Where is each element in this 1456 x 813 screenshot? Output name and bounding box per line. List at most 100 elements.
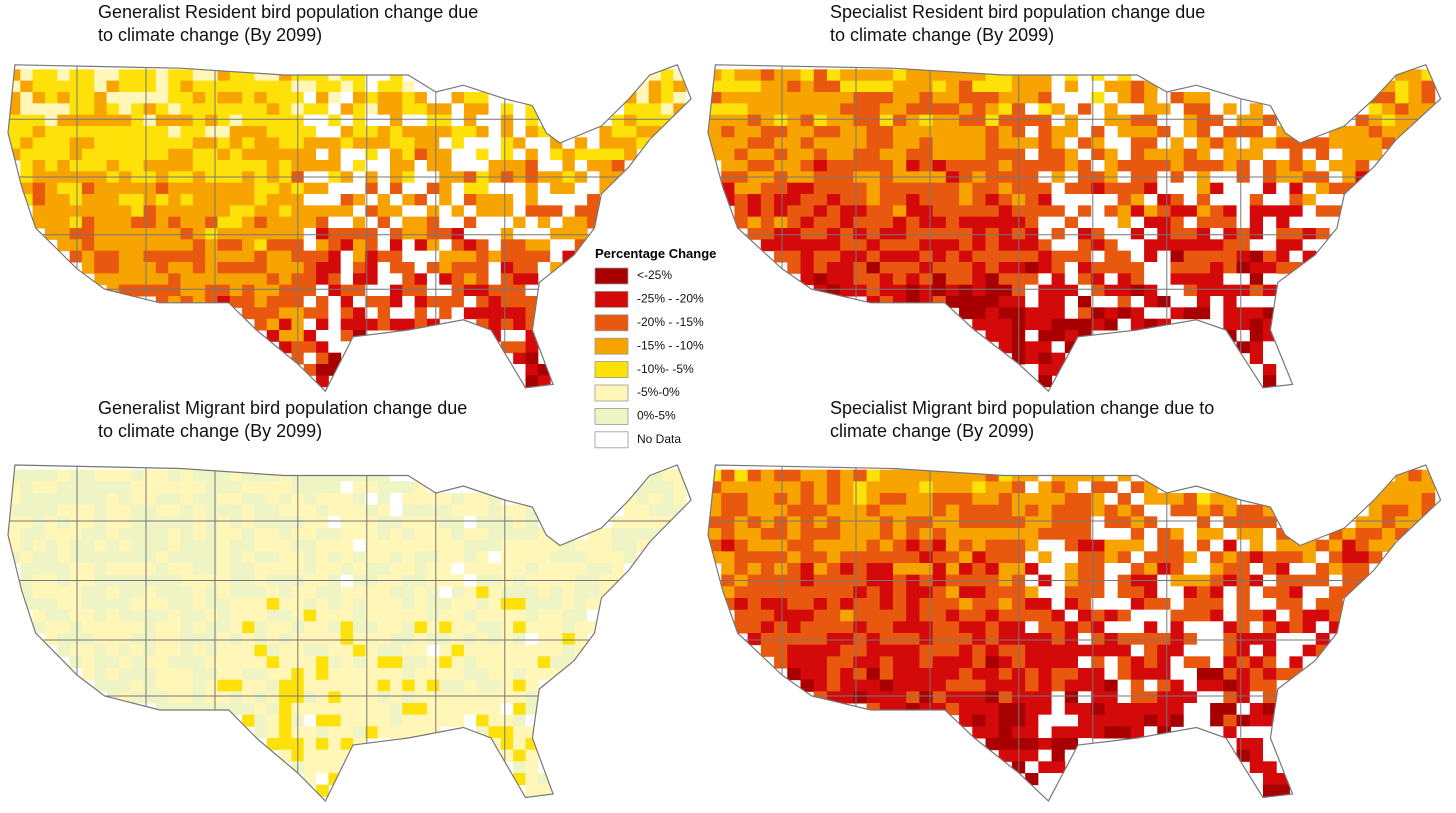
county-cell <box>1170 92 1185 104</box>
county-cell <box>180 528 194 541</box>
county-cell <box>919 504 934 517</box>
county-cell <box>945 239 960 252</box>
county-cell <box>254 563 268 576</box>
panel-title: Generalist Migrant bird population chang… <box>98 398 467 418</box>
county-cell <box>155 194 169 206</box>
county-cell <box>328 504 342 517</box>
county-cell <box>143 469 157 482</box>
county-cell <box>1223 621 1238 634</box>
county-cell <box>1289 262 1304 274</box>
county-cell <box>826 633 841 646</box>
county-cell <box>476 250 490 263</box>
county-cell <box>426 239 440 252</box>
county-cell <box>826 528 841 541</box>
county-cell <box>906 691 920 704</box>
county-cell <box>1236 563 1251 576</box>
county-cell <box>118 284 132 297</box>
county-cell <box>734 182 749 195</box>
county-cell <box>155 148 169 161</box>
county-cell <box>463 250 477 263</box>
county-cell <box>242 621 255 634</box>
county-cell <box>760 182 775 195</box>
county-cell <box>985 679 1000 692</box>
county-cell <box>853 679 868 692</box>
county-cell <box>353 621 366 634</box>
county-cell <box>180 691 194 704</box>
county-cell <box>488 551 502 564</box>
county-cell <box>155 469 169 482</box>
county-cell <box>365 528 379 541</box>
county-cell <box>94 528 108 541</box>
county-cell <box>439 598 453 611</box>
county-cell <box>879 481 894 494</box>
county-cell <box>648 493 662 506</box>
county-cell <box>998 504 1013 517</box>
county-cell <box>266 656 280 669</box>
county-cell <box>879 103 894 116</box>
county-cell <box>550 633 563 646</box>
county-cell <box>32 69 46 82</box>
county-cell <box>439 239 453 252</box>
county-cell <box>168 609 181 622</box>
county-cell <box>840 228 854 240</box>
county-cell <box>1196 137 1211 150</box>
county-cell <box>1223 160 1238 172</box>
county-cell <box>44 137 58 150</box>
county-cell <box>353 493 366 506</box>
county-cell <box>389 148 403 161</box>
county-cell <box>800 250 815 263</box>
county-cell <box>414 633 428 646</box>
county-cell <box>106 516 120 529</box>
county-cell <box>340 481 354 494</box>
county-cell <box>1051 516 1066 529</box>
county-cell <box>587 598 600 611</box>
county-cell <box>340 539 354 552</box>
county-cell <box>1236 598 1251 611</box>
county-cell <box>1038 330 1053 342</box>
county-cell <box>932 69 947 82</box>
county-cell <box>463 228 477 240</box>
county-cell <box>217 103 231 116</box>
county-cell <box>1144 137 1158 150</box>
county-cell <box>254 307 268 320</box>
county-cell <box>279 273 292 286</box>
county-cell <box>1183 92 1198 104</box>
county-cell <box>118 137 132 150</box>
county-cell <box>1249 318 1264 331</box>
county-cell <box>985 551 1000 564</box>
county-cell <box>525 262 539 274</box>
county-cell <box>1170 273 1185 286</box>
county-cell <box>1329 563 1343 576</box>
county-cell <box>853 469 868 482</box>
county-cell <box>57 609 71 622</box>
county-cell <box>402 703 416 716</box>
county-cell <box>426 714 440 727</box>
county-cell <box>328 761 342 774</box>
county-cell <box>945 656 960 669</box>
county-cell <box>525 633 539 646</box>
county-cell <box>611 551 625 564</box>
county-cell <box>439 493 453 506</box>
county-cell <box>945 504 960 517</box>
county-cell <box>1051 228 1066 240</box>
county-cell <box>20 103 34 116</box>
county-cell <box>1025 318 1039 331</box>
county-cell <box>254 598 268 611</box>
county-cell <box>1064 598 1079 611</box>
county-cell <box>562 621 576 634</box>
county-cell <box>279 103 292 116</box>
county-cell <box>893 586 907 599</box>
county-cell <box>365 703 379 716</box>
county-cell <box>599 182 613 195</box>
county-cell <box>760 644 775 657</box>
county-cell <box>985 239 1000 252</box>
county-cell <box>1315 148 1330 161</box>
county-cell <box>500 114 514 127</box>
county-cell <box>1249 679 1264 692</box>
county-cell <box>32 182 46 195</box>
county-cell <box>32 80 46 93</box>
county-cell <box>1144 114 1158 127</box>
county-cell <box>303 703 317 716</box>
